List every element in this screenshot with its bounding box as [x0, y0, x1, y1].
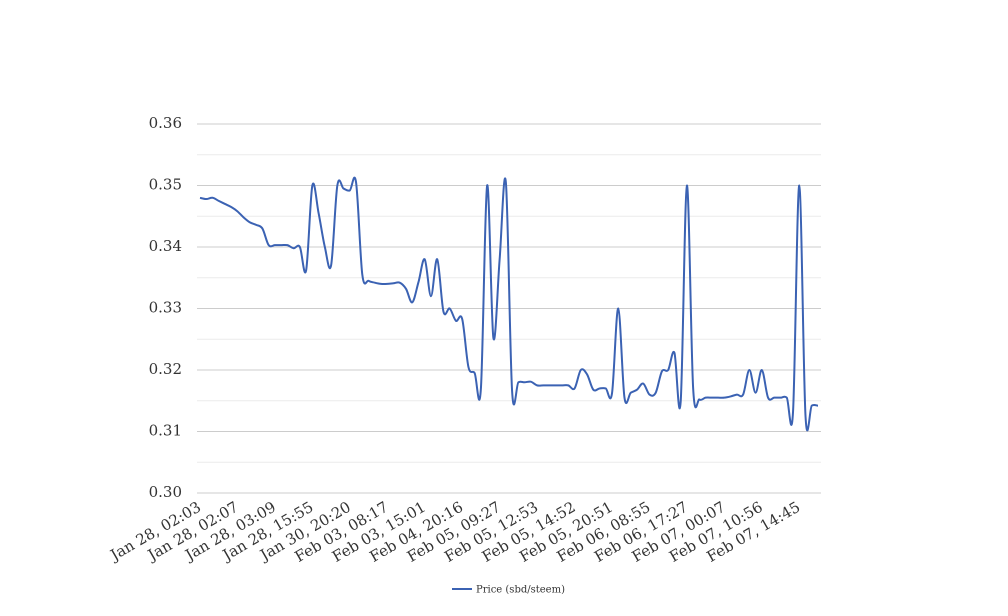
y-tick-label: 0.32 [149, 360, 182, 378]
y-tick-label: 0.34 [149, 237, 182, 255]
y-tick-label: 0.33 [149, 299, 182, 317]
legend-label: Price (sbd/steem) [476, 585, 565, 596]
legend: Price (sbd/steem) [452, 585, 565, 596]
y-tick-label: 0.31 [149, 422, 182, 440]
y-tick-label: 0.36 [149, 114, 182, 132]
y-tick-label: 0.35 [149, 176, 182, 194]
y-tick-label: 0.30 [149, 483, 182, 501]
price-line [199, 176, 819, 432]
